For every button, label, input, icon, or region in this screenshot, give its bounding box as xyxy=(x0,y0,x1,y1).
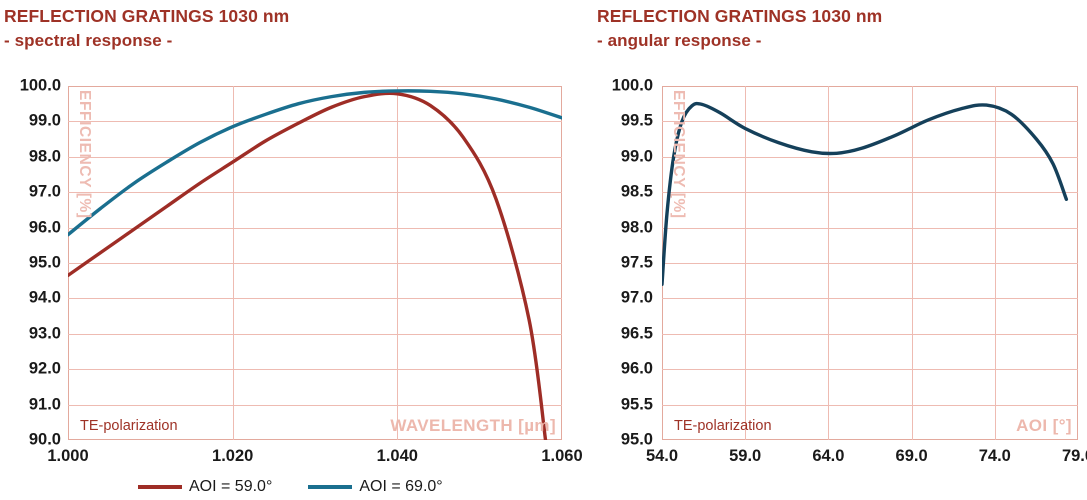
y-tick-label: 100.0 xyxy=(19,76,61,95)
legend-label-aoi-69: AOI = 69.0° xyxy=(359,478,443,495)
y-tick-label: 97.5 xyxy=(620,253,653,272)
gridline-horizontal xyxy=(662,156,1078,158)
y-tick-label: 96.0 xyxy=(28,218,61,237)
x-tick-label: 1.000 xyxy=(47,447,89,465)
gridline-horizontal xyxy=(68,369,562,371)
y-tick-label: 95.0 xyxy=(28,253,61,272)
gridline-horizontal xyxy=(68,333,562,335)
chart-panel-spectral: REFLECTION GRATINGS 1030 nm - spectral r… xyxy=(4,6,583,496)
chart-legend: AOI = 59.0° AOI = 69.0° xyxy=(138,478,443,496)
x-tick-label: 64.0 xyxy=(812,447,845,465)
gridline-horizontal xyxy=(662,192,1078,194)
x-tick-label: 79.0 xyxy=(1061,447,1087,465)
polarization-note-spectral: TE-polarization xyxy=(80,418,178,434)
y-tick-label: 96.0 xyxy=(620,359,653,378)
legend-swatch-aoi-59 xyxy=(138,485,182,489)
legend-swatch-aoi-69 xyxy=(308,485,353,489)
x-tick-label: 1.060 xyxy=(541,447,583,465)
gridline-horizontal xyxy=(68,227,562,229)
x-tick-label: 69.0 xyxy=(895,447,928,465)
y-tick-label: 100.0 xyxy=(611,76,653,95)
chart-panel-angular: REFLECTION GRATINGS 1030 nm - angular re… xyxy=(580,0,1087,500)
gridline-horizontal xyxy=(68,404,562,406)
gridline-horizontal xyxy=(68,156,562,158)
y-tick-label: 95.5 xyxy=(620,395,653,414)
y-tick-label: 97.0 xyxy=(620,288,653,307)
gridline-horizontal xyxy=(662,404,1078,406)
y-tick-label: 91.0 xyxy=(28,395,61,414)
gridline-vertical xyxy=(911,86,913,440)
x-tick-label: 1.020 xyxy=(212,447,254,465)
x-tick-label: 1.040 xyxy=(376,447,418,465)
y-tick-label: 96.5 xyxy=(620,324,653,343)
plot-area-spectral: 90.0 91.0 92.0 93.0 94.0 95.0 96.0 97.0 98.0 99.0… xyxy=(20,77,583,466)
gridline-vertical xyxy=(232,86,234,440)
chart-title-angular-sub: - angular response - xyxy=(597,31,762,50)
gridline-horizontal xyxy=(662,333,1078,335)
curves-angular xyxy=(662,101,1069,286)
gridline-vertical xyxy=(828,86,830,440)
y-tick-label: 98.0 xyxy=(28,147,61,166)
x-tick-label: 74.0 xyxy=(978,447,1011,465)
y-tick-label: 94.0 xyxy=(28,288,61,307)
x-tick-label: 54.0 xyxy=(645,447,679,465)
polarization-note-angular: TE-polarization xyxy=(674,418,772,434)
gridline-vertical xyxy=(745,86,747,440)
legend-item-aoi-69: AOI = 69.0° xyxy=(308,478,443,496)
gridline-horizontal xyxy=(662,263,1078,264)
gridline-horizontal xyxy=(68,121,562,123)
gridline-horizontal xyxy=(662,298,1078,300)
chart-title-spectral-main: REFLECTION GRATINGS 1030 nm xyxy=(4,6,290,26)
y-tick-label: 97.0 xyxy=(28,182,61,201)
gridline-horizontal xyxy=(662,121,1078,123)
gridline-vertical xyxy=(994,86,996,440)
curve-aoi-59-0- xyxy=(68,91,548,440)
gridline-horizontal xyxy=(662,227,1078,229)
chart-title-angular-main: REFLECTION GRATINGS 1030 nm xyxy=(597,6,883,26)
curves-spectral xyxy=(68,89,562,440)
gridline-horizontal xyxy=(68,192,562,194)
chart-title-spectral-sub: - spectral response - xyxy=(4,31,173,50)
y-tick-label: 99.0 xyxy=(28,111,61,130)
y-tick-label: 98.5 xyxy=(620,182,653,201)
y-tick-label: 98.0 xyxy=(620,218,653,237)
gridline-vertical xyxy=(397,86,399,440)
y-tick-label: 93.0 xyxy=(28,324,61,343)
legend-item-aoi-59: AOI = 59.0° xyxy=(138,478,272,496)
y-tick-label: 92.0 xyxy=(28,359,61,378)
gridline-horizontal xyxy=(662,369,1078,371)
x-tick-label: 59.0 xyxy=(729,447,762,465)
gridline-horizontal xyxy=(68,298,562,300)
y-tick-label: 99.5 xyxy=(620,111,653,130)
legend-label-aoi-59: AOI = 59.0° xyxy=(189,478,273,495)
plot-area-angular: 95.0 95.5 96.0 96.5 97.0 97.5 98.0 98.5 99.0 99.5… xyxy=(612,77,1087,466)
gridline-horizontal xyxy=(68,263,562,264)
curve-aoi-69-0- xyxy=(68,89,562,237)
curve-te-polarization xyxy=(662,101,1069,286)
y-tick-label: 95.0 xyxy=(620,430,653,449)
y-tick-label: 99.0 xyxy=(620,147,653,166)
y-tick-label: 90.0 xyxy=(28,430,61,449)
